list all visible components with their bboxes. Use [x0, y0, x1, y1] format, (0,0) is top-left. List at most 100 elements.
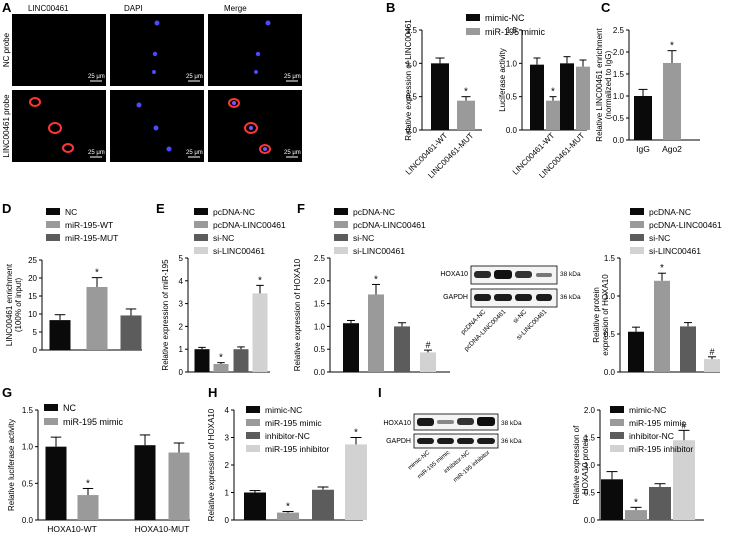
chart-h-significance-mark: *: [286, 501, 290, 512]
chart-b2-bar: [576, 66, 590, 130]
chart-g-legend-label: miR-195 mimic: [63, 417, 124, 427]
chart-f1-legend-swatch: [334, 208, 348, 215]
chart-g-y-tick-label: 1.0: [22, 443, 34, 452]
blot-band: [515, 271, 532, 278]
scale-bar-label: 25 μm: [186, 74, 203, 80]
chart-b1-y-tick-label: 0.0: [406, 126, 418, 135]
chart-c-y-tick-label: 1.0: [613, 92, 625, 101]
chart-e-bar: [194, 349, 210, 372]
chart-e-legend-label: si-LINC00461: [213, 246, 265, 256]
chart-d-legend-swatch: [46, 208, 60, 215]
chart-d-y-tick-label: 10: [28, 310, 37, 319]
scale-bar-label: 25 μm: [186, 150, 203, 156]
chart-c-x-tick-label: Ago2: [662, 144, 682, 154]
chart-i-legend-label: miR-195 mimic: [629, 418, 686, 428]
chart-f1-legend-label: pcDNA-LINC00461: [353, 220, 426, 230]
chart-d-y-tick-label: 25: [28, 256, 37, 265]
blot-kda-label: 36 kDa: [501, 438, 522, 445]
nucleus-dot: [153, 125, 159, 131]
red-signal: [29, 97, 41, 107]
chart-f1-legend-swatch: [334, 234, 348, 241]
chart-f1-legend-label: si-NC: [353, 233, 374, 243]
blot-band: [477, 438, 495, 444]
chart-b1-x-tick-label: LINC00461-MUT: [426, 131, 475, 180]
nucleus-dot: [152, 51, 158, 57]
chart-f1-bar: [368, 294, 384, 372]
chart-f2-legend-swatch: [630, 234, 644, 241]
chart-h-legend-label: inhibitor-NC: [265, 431, 310, 441]
chart-e-legend-label: pcDNA-NC: [213, 207, 255, 217]
blot-band: [417, 438, 434, 444]
chart-c-y-tick-label: 0.5: [613, 114, 625, 123]
chart-h-bar: [277, 512, 299, 520]
chart-f1-significance-mark: #: [425, 340, 430, 350]
chart-h-bar: [345, 444, 367, 520]
nucleus-dot: [166, 146, 172, 152]
chart-f2-bar: [654, 280, 670, 372]
chart-g-x-tick-label: HOXA10-WT: [47, 524, 97, 534]
panel-letter-b: B: [386, 0, 395, 15]
chart-g-y-label: Relative luciferase activity: [7, 419, 16, 511]
chart-b2-legend-swatch: [466, 14, 480, 21]
chart-f2-bar: [680, 326, 696, 372]
chart-e-y-tick-label: 0: [179, 368, 184, 377]
chart-h-y-tick-label: 0: [225, 516, 230, 525]
chart-c-y-tick-label: 1.5: [613, 70, 625, 79]
image-nc-dapi: [110, 14, 204, 86]
blot-band: [494, 294, 512, 301]
chart-h-legend-swatch: [246, 445, 260, 452]
chart-h-legend-swatch: [246, 406, 260, 413]
chart-d-legend-label: miR-195-WT: [65, 220, 113, 230]
chart-b2-y-label: Luciferase activity: [498, 48, 507, 112]
chart-c-y-tick-label: 2.5: [613, 26, 625, 35]
chart-f1-y-tick-label: 1.5: [314, 300, 326, 309]
chart-e-legend-label: pcDNA-LINC00461: [213, 220, 286, 230]
nucleus-dot: [265, 20, 271, 26]
chart-b2-bar: [546, 100, 560, 130]
chart-i-y-tick-label: 1.0: [584, 461, 596, 470]
chart-b1-y-label: Relative expression of LINC00461: [404, 19, 413, 141]
blot-kda-label: 38 kDa: [560, 271, 581, 278]
chart-e-y-tick-label: 5: [179, 254, 184, 263]
chart-e-y-tick-label: 4: [179, 277, 184, 286]
chart-d-legend-swatch: [46, 234, 60, 241]
chart-d-legend-swatch: [46, 221, 60, 228]
col-label-dapi: DAPI: [124, 4, 143, 13]
chart-h-y-tick-label: 4: [225, 406, 230, 415]
chart-c-y-label: Relative LINC00461 enrichment: [595, 28, 604, 142]
chart-h-legend-label: miR-195 inhibitor: [265, 444, 329, 454]
chart-f1-bar: [343, 323, 359, 372]
chart-b2-legend-swatch: [466, 28, 480, 35]
chart-f2-y-tick-label: 1.5: [604, 254, 616, 263]
chart-d-y-label: (100% of input): [14, 278, 23, 333]
chart-f1-y-tick-label: 0.0: [314, 368, 326, 377]
chart-b1-bar: [431, 63, 449, 131]
chart-f2-significance-mark: *: [660, 263, 664, 274]
chart-f2-legend-swatch: [630, 221, 644, 228]
chart-i-legend-swatch: [610, 445, 624, 452]
blot-band-label: HOXA10: [383, 420, 411, 427]
chart-i-y-label: Relative expression of: [572, 425, 581, 504]
chart-d-y-tick-label: 5: [33, 328, 38, 337]
blot-band: [474, 294, 491, 301]
chart-i-bar: [649, 487, 671, 520]
chart-g-bar: [168, 452, 190, 520]
blot-band: [477, 417, 495, 426]
blot-strip: [413, 433, 499, 449]
charts-layer: 0.0 0.5 1.0 1.5 Relative expression of LINC0…: [5, 13, 722, 534]
chart-e-bar: [252, 293, 268, 372]
chart-c-significance-mark: *: [670, 41, 674, 52]
chart-f1-bar: [394, 326, 410, 372]
chart-f1-y-tick-label: 2.0: [314, 277, 326, 286]
chart-c-y-label: (normalized to IgG): [604, 50, 613, 119]
chart-f1-y-tick-label: 1.0: [314, 322, 326, 331]
chart-c-bar: [663, 63, 681, 140]
chart-e-y-label: Relative expression of miR-195: [161, 259, 170, 371]
chart-e-y-tick-label: 1: [179, 345, 184, 354]
panel-letter-f: F: [297, 201, 305, 216]
chart-d-y-tick-label: 15: [28, 292, 37, 301]
panel-letter-e: E: [156, 201, 165, 216]
chart-i-y-tick-label: 2.0: [584, 406, 596, 415]
chart-h-y-label: Relative expression of HOXA10: [207, 408, 216, 521]
chart-i-bar: [625, 510, 647, 520]
